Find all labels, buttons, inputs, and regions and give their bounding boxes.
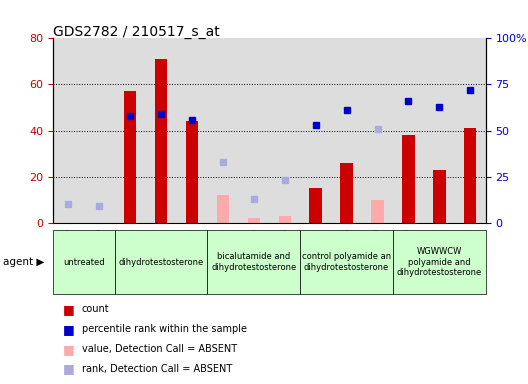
Bar xyxy=(402,135,414,223)
Bar xyxy=(53,38,84,223)
FancyBboxPatch shape xyxy=(393,230,486,294)
Text: ■: ■ xyxy=(63,303,75,316)
Text: ■: ■ xyxy=(63,362,75,376)
Text: value, Detection Call = ABSENT: value, Detection Call = ABSENT xyxy=(82,344,237,354)
Text: agent ▶: agent ▶ xyxy=(3,257,44,267)
Bar xyxy=(269,38,300,223)
Text: dihydrotestosterone: dihydrotestosterone xyxy=(118,258,204,266)
Bar xyxy=(186,121,198,223)
Bar xyxy=(115,38,146,223)
Bar xyxy=(84,38,115,223)
FancyBboxPatch shape xyxy=(208,230,300,294)
Text: bicalutamide and
dihydrotestosterone: bicalutamide and dihydrotestosterone xyxy=(211,252,296,272)
Bar xyxy=(238,38,269,223)
Bar xyxy=(155,59,167,223)
FancyBboxPatch shape xyxy=(115,230,208,294)
Bar xyxy=(371,200,384,223)
Bar xyxy=(464,128,476,223)
Bar xyxy=(341,163,353,223)
Bar xyxy=(279,216,291,223)
Text: percentile rank within the sample: percentile rank within the sample xyxy=(82,324,247,334)
Text: ■: ■ xyxy=(63,343,75,356)
Bar xyxy=(309,188,322,223)
Bar xyxy=(455,38,486,223)
Text: rank, Detection Call = ABSENT: rank, Detection Call = ABSENT xyxy=(82,364,232,374)
Bar xyxy=(176,38,208,223)
Bar xyxy=(331,38,362,223)
Bar xyxy=(393,38,424,223)
Bar xyxy=(248,218,260,223)
Bar xyxy=(208,38,238,223)
Bar xyxy=(216,195,229,223)
Bar xyxy=(146,38,176,223)
Text: count: count xyxy=(82,304,109,314)
FancyBboxPatch shape xyxy=(300,230,393,294)
Bar xyxy=(300,38,331,223)
FancyBboxPatch shape xyxy=(53,230,115,294)
Bar xyxy=(424,38,455,223)
Bar xyxy=(433,170,446,223)
Text: GDS2782 / 210517_s_at: GDS2782 / 210517_s_at xyxy=(53,25,220,39)
Bar xyxy=(124,91,136,223)
Text: untreated: untreated xyxy=(63,258,105,266)
Text: ■: ■ xyxy=(63,323,75,336)
Bar xyxy=(362,38,393,223)
Text: WGWWCW
polyamide and
dihydrotestosterone: WGWWCW polyamide and dihydrotestosterone xyxy=(397,247,482,277)
Text: control polyamide an
dihydrotestosterone: control polyamide an dihydrotestosterone xyxy=(302,252,391,272)
